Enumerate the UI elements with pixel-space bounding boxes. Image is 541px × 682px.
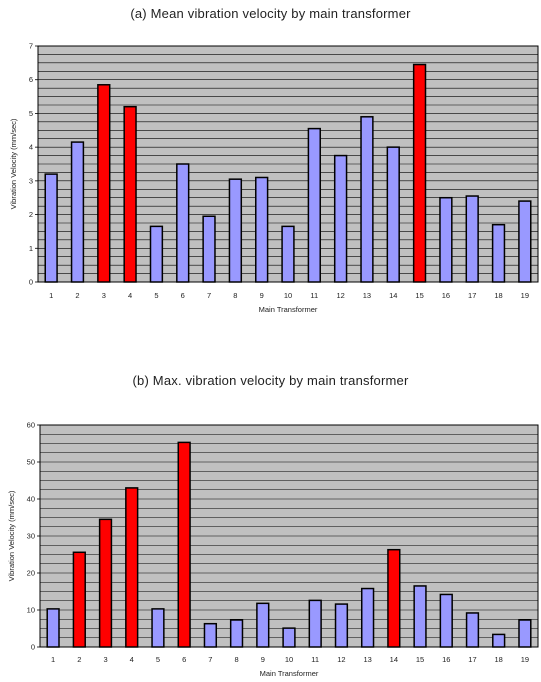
bar [123,105,137,283]
x-tick-label: 3 [102,291,106,300]
bar [518,619,532,648]
x-tick-label: 6 [181,291,185,300]
x-tick-label: 2 [75,291,79,300]
bar [255,176,269,283]
x-tick-label: 15 [415,291,423,300]
x-tick-label: 5 [154,291,158,300]
y-tick-label: 20 [27,569,35,578]
x-tick-label: 5 [156,655,160,664]
x-tick-label: 7 [207,291,211,300]
x-tick-label: 19 [521,291,529,300]
y-tick-label: 5 [29,109,33,118]
x-tick-label: 8 [233,291,237,300]
x-tick-label: 4 [128,291,132,300]
x-tick-label: 9 [260,291,264,300]
bar [46,608,60,648]
x-tick-label: 6 [182,655,186,664]
bar [44,173,58,283]
x-tick-label: 17 [468,655,476,664]
bar [518,200,532,283]
bar [202,215,216,283]
bar [360,587,375,648]
bar [256,602,270,648]
bar [151,608,165,648]
x-axis-title: Main Transformer [259,305,318,314]
x-tick-label: 14 [390,655,398,664]
bar [439,196,453,283]
bar [176,163,190,283]
y-axis-title: Vibration Velocity (mm/sec) [7,490,16,581]
x-tick-label: 7 [208,655,212,664]
bar [465,195,479,283]
y-tick-label: 6 [29,75,33,84]
x-tick-label: 11 [311,655,319,664]
y-tick-label: 0 [29,278,33,287]
bar [413,585,427,648]
bar [203,622,218,648]
x-tick-label: 18 [495,655,503,664]
bar [360,116,374,283]
bar [492,633,506,648]
x-tick-label: 16 [442,291,450,300]
bar [149,225,164,283]
bar [282,627,296,648]
y-axis-title: Vibration Velocity (mm/sec) [9,118,18,209]
x-tick-label: 10 [284,291,292,300]
y-tick-label: 1 [29,244,33,253]
x-tick-label: 1 [51,655,55,664]
bar [307,127,321,283]
y-tick-label: 4 [29,143,33,152]
x-tick-label: 4 [130,655,134,664]
bar [333,154,348,283]
y-tick-label: 7 [29,42,33,51]
bar [177,441,191,648]
chart-b-title: (b) Max. vibration velocity by main tran… [132,373,409,388]
chart-a-title: (a) Mean vibration velocity by main tran… [130,6,411,21]
x-tick-label: 10 [285,655,293,664]
bar [412,63,427,283]
x-tick-label: 1 [49,291,53,300]
x-tick-label: 19 [521,655,529,664]
x-tick-label: 9 [261,655,265,664]
bar [228,178,243,283]
bar [70,141,85,283]
x-tick-label: 17 [468,291,476,300]
x-tick-label: 18 [494,291,502,300]
x-tick-label: 13 [363,291,371,300]
y-tick-label: 2 [29,210,33,219]
bar [281,225,295,283]
y-tick-label: 10 [27,606,35,615]
bar [439,593,453,648]
y-tick-label: 0 [31,643,35,652]
y-tick-label: 3 [29,176,33,185]
x-tick-label: 16 [442,655,450,664]
bar [97,84,111,283]
x-tick-label: 13 [363,655,371,664]
bar [125,487,139,648]
x-axis-title: Main Transformer [260,669,319,678]
x-tick-label: 8 [234,655,238,664]
bar [229,619,244,648]
x-tick-label: 12 [336,291,344,300]
x-tick-label: 12 [337,655,345,664]
bar [465,612,480,648]
x-tick-label: 2 [77,655,81,664]
x-tick-label: 11 [310,291,318,300]
y-tick-label: 60 [27,421,35,430]
bar [491,223,506,283]
x-tick-label: 14 [389,291,397,300]
bar [72,551,86,648]
bar [386,146,400,283]
y-tick-label: 50 [27,458,35,467]
bar [334,603,349,648]
bar [387,548,401,648]
x-tick-label: 3 [103,655,107,664]
y-tick-label: 30 [27,532,35,541]
y-tick-label: 40 [27,495,35,504]
bar [98,518,113,648]
x-tick-label: 15 [416,655,424,664]
bar [308,599,322,648]
